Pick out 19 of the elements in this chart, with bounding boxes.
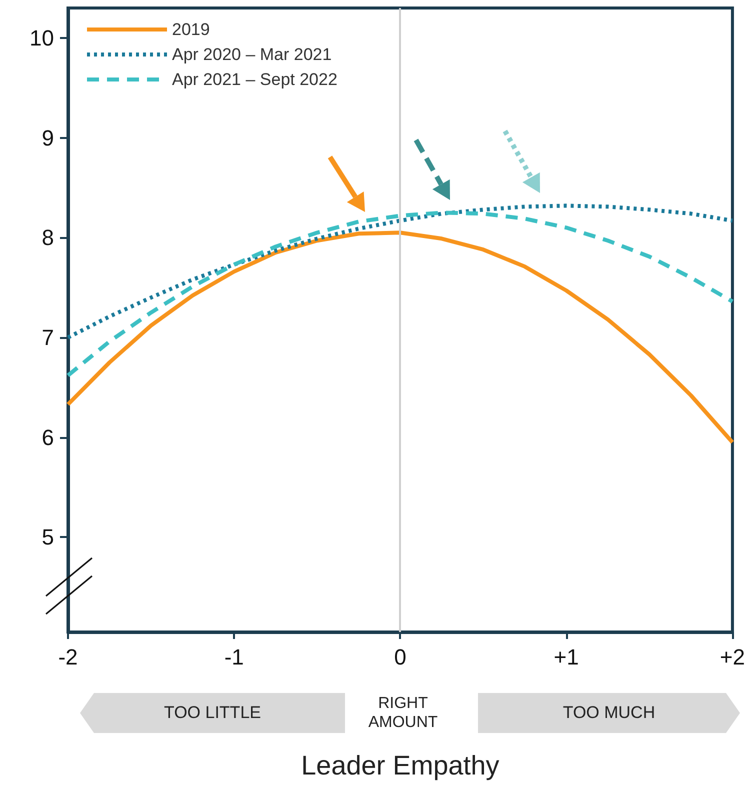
line-series bbox=[66, 230, 734, 444]
legend-label: Apr 2020 – Mar 2021 bbox=[172, 45, 332, 64]
line-series bbox=[66, 210, 734, 378]
y-tick-label: 6 bbox=[42, 424, 54, 450]
line-series bbox=[66, 204, 734, 340]
y-tick-label: 7 bbox=[42, 324, 54, 350]
y-tick-label: 9 bbox=[42, 125, 54, 150]
text: RIGHT AMOUNT bbox=[367, 694, 439, 733]
x-tick-label: -2 bbox=[58, 644, 78, 670]
legend-label: 2019 bbox=[172, 20, 210, 39]
y-tick-label: 5 bbox=[42, 524, 54, 550]
legend-label: Apr 2021 – Sept 2022 bbox=[172, 70, 338, 89]
x-tick-label: -1 bbox=[224, 644, 244, 670]
y-tick-label: 10 bbox=[30, 25, 54, 50]
x-tick-label: 0 bbox=[394, 644, 406, 670]
x-axis-title: Leader Empathy bbox=[301, 750, 500, 780]
y-tick-label: 8 bbox=[42, 225, 54, 250]
x-tick-label: +2 bbox=[720, 644, 746, 670]
x-tick-label: +1 bbox=[554, 644, 579, 670]
